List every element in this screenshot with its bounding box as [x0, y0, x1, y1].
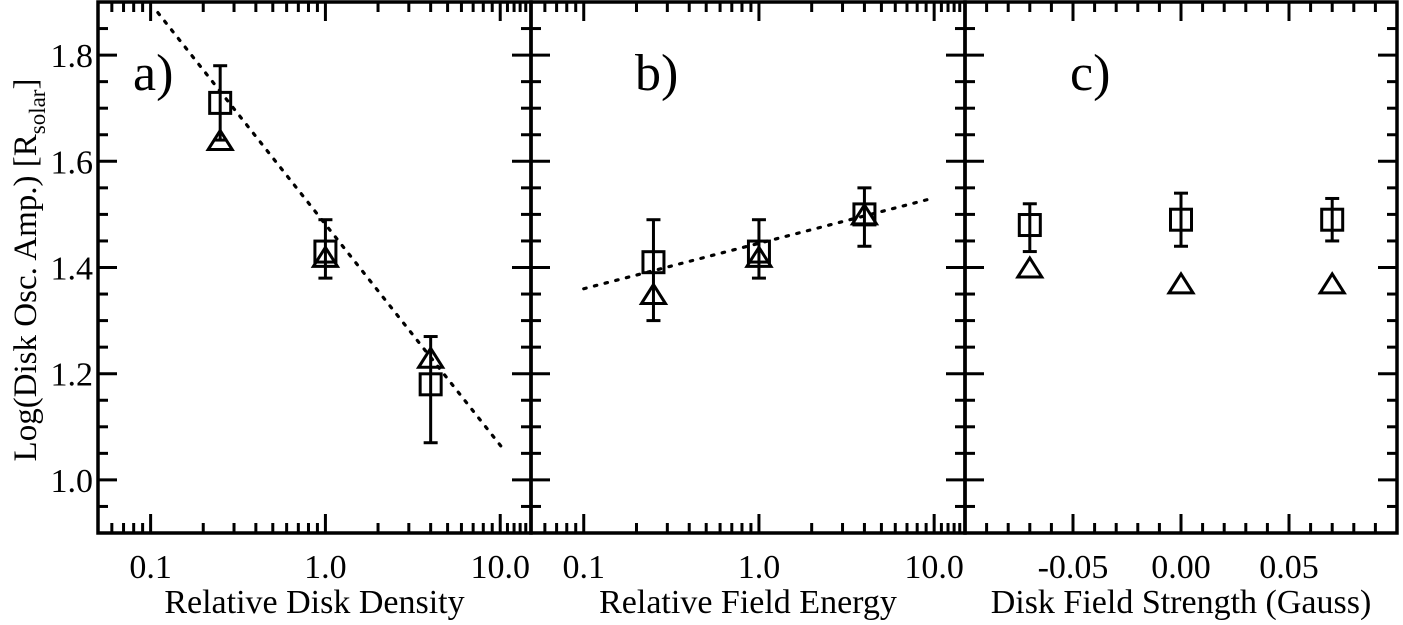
y-axis-title: Log(Disk Osc. Amp.) [Rsolar] — [8, 79, 50, 462]
x-tick-label: 1.0 — [738, 549, 781, 586]
triangle-marker — [415, 345, 446, 369]
panel-label: c) — [1070, 45, 1110, 102]
triangle-marker — [849, 202, 880, 226]
x-tick-label: 0.1 — [129, 549, 172, 586]
x-tick-label: 0.1 — [562, 549, 605, 586]
triangle-marker — [1317, 271, 1347, 295]
triangle-marker — [205, 127, 235, 152]
error-bar — [423, 335, 438, 445]
panel-label: b) — [635, 45, 678, 102]
panel-label: a) — [133, 45, 173, 102]
y-tick-label: 1.0 — [51, 463, 94, 500]
square-marker — [313, 239, 338, 264]
square-marker — [208, 90, 233, 115]
x-axis-title: Relative Field Energy — [599, 584, 897, 620]
square-marker — [1169, 207, 1193, 232]
x-tick-label: 10.0 — [470, 549, 530, 586]
triangle-marker — [744, 244, 774, 268]
square-marker — [641, 250, 666, 275]
square-marker — [1320, 207, 1345, 232]
square-marker — [746, 239, 771, 264]
square-marker — [418, 372, 443, 397]
y-tick-label: 1.4 — [51, 251, 94, 288]
fit-line-dotted — [156, 11, 505, 450]
axis-ticks — [965, 2, 1397, 533]
x-tick-label: 0.05 — [1259, 549, 1319, 586]
x-tick-label: 10.0 — [904, 549, 964, 586]
y-tick-label: 1.2 — [51, 357, 94, 394]
axis-ticks — [531, 2, 965, 533]
triangle-marker — [638, 281, 669, 306]
y-tick-label: 1.8 — [51, 38, 94, 75]
error-bar — [857, 186, 872, 248]
x-tick-label: 0.00 — [1151, 549, 1211, 586]
axis-ticks — [98, 2, 531, 533]
triangle-marker — [310, 244, 341, 268]
error-bar — [1022, 202, 1037, 254]
x-tick-label: 1.0 — [304, 549, 347, 586]
error-bar — [1174, 191, 1188, 248]
y-tick-label: 1.6 — [51, 144, 94, 181]
square-marker — [1017, 213, 1042, 238]
error-bar — [1325, 196, 1340, 243]
triangle-marker — [1166, 271, 1196, 295]
x-axis-title: Disk Field Strength (Gauss) — [991, 584, 1372, 620]
triangle-marker — [1015, 255, 1045, 279]
x-axis-title: Relative Disk Density — [164, 584, 464, 620]
y-axis-title-subscript: solar — [25, 89, 50, 134]
x-tick-label: -0.05 — [1038, 549, 1109, 586]
